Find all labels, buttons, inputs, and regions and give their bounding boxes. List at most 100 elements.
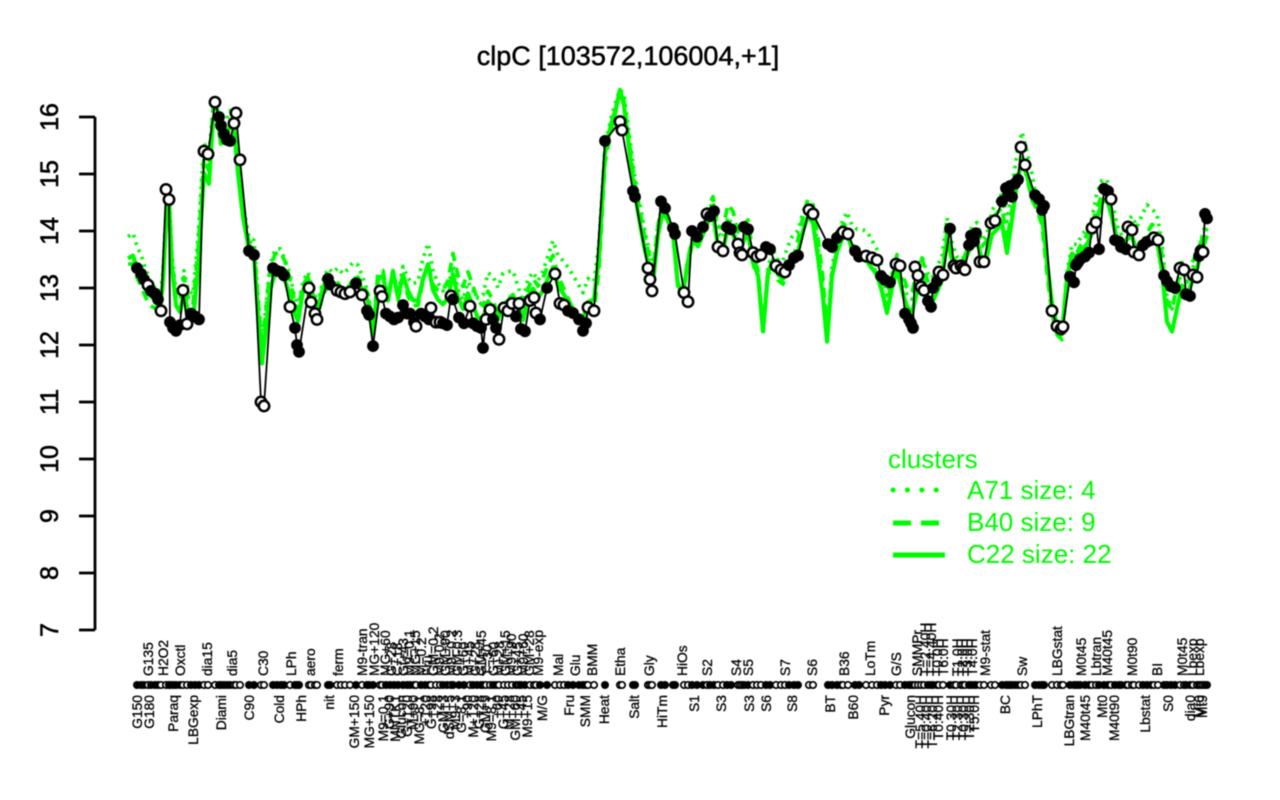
svg-text:M40t45: M40t45 <box>1078 695 1093 741</box>
svg-text:Lbexp: Lbexp <box>1185 638 1200 676</box>
svg-text:M+120: M+120 <box>466 695 481 738</box>
svg-text:ferm: ferm <box>331 648 346 676</box>
svg-text:Fru: Fru <box>420 655 435 676</box>
svg-text:G+120: G+120 <box>400 695 415 737</box>
svg-text:S7: S7 <box>778 659 793 676</box>
svg-text:M9=0.1: M9=0.1 <box>376 695 391 741</box>
svg-text:C90: C90 <box>242 695 257 721</box>
svg-text:clpC [103572,106004,+1]: clpC [103572,106004,+1] <box>477 41 780 71</box>
svg-text:Diami: Diami <box>214 695 229 730</box>
svg-text:Mal: Mal <box>551 654 566 676</box>
svg-text:Lbtran: Lbtran <box>1089 637 1104 676</box>
svg-text:+90: +90 <box>460 695 475 719</box>
svg-text:M+28: M+28 <box>492 641 507 676</box>
svg-text:nit: nit <box>322 695 337 710</box>
svg-text:T6.0H: T6.0H <box>936 638 951 676</box>
svg-text:Pyr: Pyr <box>877 695 892 716</box>
svg-text:S2: S2 <box>700 659 715 676</box>
svg-text:LBGexp: LBGexp <box>186 695 201 745</box>
svg-text:SMM: SMM <box>578 695 593 727</box>
svg-text:M9-stat: M9-stat <box>978 630 993 676</box>
svg-text:G135: G135 <box>141 642 156 676</box>
svg-text:GM+60: GM+60 <box>508 695 523 741</box>
svg-text:T0.30H: T0.30H <box>944 695 959 740</box>
svg-text:T1.0H: T1.0H <box>950 638 965 676</box>
svg-text:+60: +60 <box>490 695 505 719</box>
svg-text:MNTK1: MNTK1 <box>388 695 403 742</box>
svg-text:LBGtran: LBGtran <box>1062 695 1077 746</box>
svg-text:T=5.40H: T=5.40H <box>913 695 928 748</box>
svg-text:Heat: Heat <box>597 695 612 724</box>
svg-text:M9-0.2: M9-0.2 <box>432 633 447 676</box>
svg-text:M9+15: M9+15 <box>520 695 535 738</box>
svg-text:MG+150: MG+150 <box>362 695 377 749</box>
svg-text:MG+60: MG+60 <box>378 630 393 676</box>
svg-text:G180: G180 <box>142 695 157 729</box>
svg-text:S0: S0 <box>1161 695 1176 712</box>
svg-text:M0t45: M0t45 <box>1175 637 1190 676</box>
svg-text:T4.0H: T4.0H <box>965 638 980 676</box>
svg-text:+28: +28 <box>430 695 445 719</box>
svg-text:BT: BT <box>823 694 838 712</box>
svg-text:Gly: Gly <box>642 655 657 676</box>
svg-text:G+90: G+90 <box>382 695 397 729</box>
svg-text:B36: B36 <box>837 651 852 676</box>
svg-text:T=30: T=30 <box>480 644 495 676</box>
svg-text:T2.30H: T2.30H <box>950 695 965 740</box>
svg-text:GM+28: GM+28 <box>522 630 537 676</box>
svg-text:C+18: C+18 <box>390 642 405 676</box>
svg-text:aero: aero <box>303 648 318 676</box>
svg-text:Mt0: Mt0 <box>1192 695 1207 718</box>
svg-text:M+28: M+28 <box>502 695 517 730</box>
svg-text:G+28: G+28 <box>384 642 399 676</box>
svg-text:T=4.40H: T=4.40H <box>924 623 939 676</box>
svg-text:LPh: LPh <box>284 651 299 676</box>
svg-text:Oxctl: Oxctl <box>173 645 188 676</box>
svg-text:clusters: clusters <box>888 444 978 474</box>
svg-text:12: 12 <box>36 331 64 359</box>
svg-text:B60: B60 <box>846 695 861 720</box>
svg-text:GM+90: GM+90 <box>438 630 453 676</box>
svg-text:M40t45: M40t45 <box>1100 630 1115 676</box>
svg-text:13: 13 <box>36 274 64 302</box>
svg-text:S5: S5 <box>741 659 756 676</box>
svg-text:14: 14 <box>36 217 64 245</box>
svg-text:S1: S1 <box>687 695 702 712</box>
svg-text:G+60: G+60 <box>456 642 471 676</box>
svg-text:H2O2: H2O2 <box>156 640 171 676</box>
svg-text:BC: BC <box>998 695 1013 714</box>
svg-text:GM=0.2: GM=0.2 <box>426 627 441 676</box>
svg-text:T2.0H: T2.0H <box>955 638 970 676</box>
svg-text:LPhT: LPhT <box>1030 694 1045 728</box>
svg-text:G150: G150 <box>130 695 145 729</box>
svg-text:MG+120: MG+120 <box>367 622 382 676</box>
svg-text:M0t45: M0t45 <box>1074 637 1089 676</box>
svg-text:G+60: G+60 <box>486 642 501 676</box>
svg-text:M40t90: M40t90 <box>1107 695 1122 741</box>
svg-text:GM+45: GM+45 <box>474 630 489 676</box>
svg-text:T=0.40H: T=0.40H <box>919 695 934 748</box>
svg-text:GM+3: GM+3 <box>436 695 451 733</box>
svg-text:S3: S3 <box>714 695 729 712</box>
svg-text:T=2.40H: T=2.40H <box>918 623 933 676</box>
svg-text:8: 8 <box>36 566 64 580</box>
svg-text:MG=8.1: MG=8.1 <box>412 695 427 744</box>
svg-text:M/G: M/G <box>535 695 550 721</box>
svg-text:C30: C30 <box>256 650 271 676</box>
svg-text:T5.0H: T5.0H <box>967 695 982 733</box>
svg-text:G=8.1: G=8.1 <box>454 695 469 733</box>
svg-text:S8: S8 <box>785 695 800 712</box>
svg-text:S6: S6 <box>805 659 820 676</box>
svg-text:Lbstat: Lbstat <box>1138 695 1153 733</box>
svg-text:T=6.20H: T=6.20H <box>925 695 940 748</box>
svg-text:G/S: G/S <box>889 652 904 676</box>
svg-text:11: 11 <box>36 389 64 415</box>
svg-text:HiTm: HiTm <box>655 695 670 728</box>
svg-text:Etha: Etha <box>613 647 628 676</box>
svg-text:Gt+43: Gt+43 <box>396 638 411 676</box>
svg-text:T3.0H: T3.0H <box>960 638 975 676</box>
svg-text:M9+60: M9+60 <box>516 633 531 676</box>
svg-text:M9=8.1: M9=8.1 <box>484 695 499 741</box>
svg-text:MG+15: MG+15 <box>408 630 423 676</box>
svg-text:GM+9: GM+9 <box>478 695 493 733</box>
